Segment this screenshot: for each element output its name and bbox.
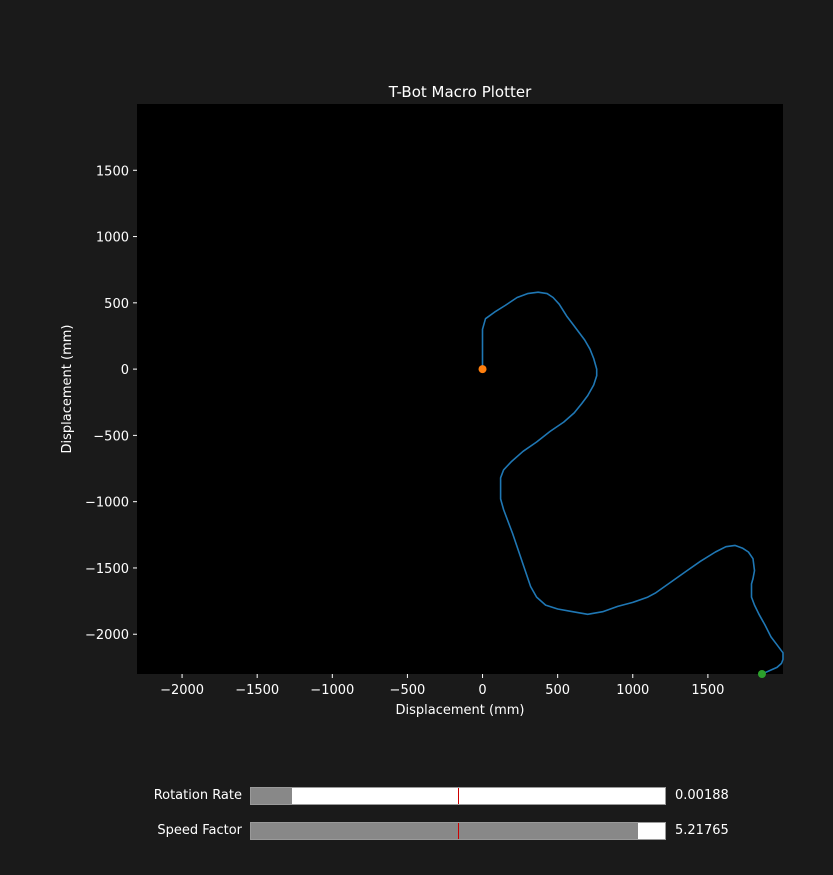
x-tick-label: 1500 bbox=[691, 683, 724, 698]
plot-area: T-Bot Macro Plotter −2000 −1500 −1000 −500 0… bbox=[60, 83, 784, 718]
x-tick-label: 500 bbox=[545, 683, 570, 698]
speed-factor-initial-marker bbox=[458, 823, 459, 839]
rotation-rate-slider-fill bbox=[251, 788, 293, 804]
rotation-rate-slider-row: Rotation Rate 0.00188 bbox=[0, 787, 833, 805]
x-tick-label: 1000 bbox=[616, 683, 649, 698]
x-tick-label: −1500 bbox=[235, 683, 279, 698]
speed-factor-label: Speed Factor bbox=[157, 823, 242, 838]
speed-factor-slider-fill bbox=[251, 823, 639, 839]
trajectory-line bbox=[481, 291, 784, 675]
speed-factor-slider[interactable] bbox=[250, 822, 666, 840]
y-tick-label: −1500 bbox=[85, 562, 129, 577]
y-tick-label: −2000 bbox=[85, 628, 129, 643]
rotation-rate-initial-marker bbox=[458, 788, 459, 804]
start-point-marker bbox=[478, 365, 487, 374]
data-layer bbox=[478, 291, 784, 678]
speed-factor-value: 5.21765 bbox=[675, 823, 729, 838]
y-tick-label: 1000 bbox=[96, 231, 129, 246]
end-point-marker bbox=[757, 670, 766, 678]
x-tick-label: −1000 bbox=[310, 683, 354, 698]
tick-layer: −2000 −1500 −1000 −500 0 500 1000 1500 1500 1000 5… bbox=[85, 164, 724, 698]
speed-factor-slider-row: Speed Factor 5.21765 bbox=[0, 822, 833, 840]
rotation-rate-value: 0.00188 bbox=[675, 788, 729, 803]
y-tick-label: 0 bbox=[121, 363, 129, 378]
y-axis-label: Displacement (mm) bbox=[60, 325, 75, 454]
y-tick-label: 500 bbox=[104, 297, 129, 312]
rotation-rate-label: Rotation Rate bbox=[153, 788, 242, 803]
x-tick-label: −500 bbox=[390, 683, 426, 698]
rotation-rate-slider[interactable] bbox=[250, 787, 666, 805]
y-tick-label: −1000 bbox=[85, 496, 129, 511]
x-tick-label: 0 bbox=[478, 683, 486, 698]
axes-background bbox=[137, 104, 783, 674]
x-axis-label: Displacement (mm) bbox=[396, 703, 525, 718]
x-tick-label: −2000 bbox=[160, 683, 204, 698]
y-tick-label: 1500 bbox=[96, 164, 129, 179]
chart-title: T-Bot Macro Plotter bbox=[388, 83, 532, 101]
y-tick-label: −500 bbox=[93, 429, 129, 444]
